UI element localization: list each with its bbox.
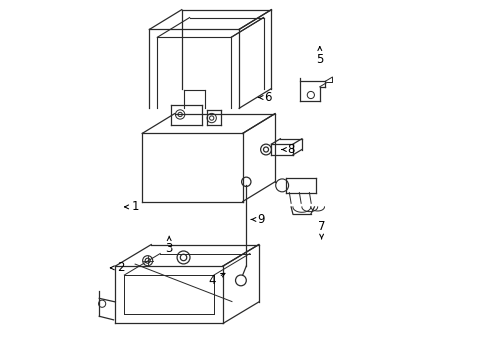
Text: 3: 3 (165, 236, 173, 255)
Text: 5: 5 (315, 47, 323, 66)
Text: 6: 6 (258, 91, 271, 104)
Text: 4: 4 (208, 273, 224, 287)
Text: 1: 1 (124, 201, 139, 213)
Text: 7: 7 (317, 220, 325, 239)
Text: 2: 2 (110, 261, 124, 274)
Text: 9: 9 (251, 213, 264, 226)
Text: 8: 8 (281, 143, 294, 156)
